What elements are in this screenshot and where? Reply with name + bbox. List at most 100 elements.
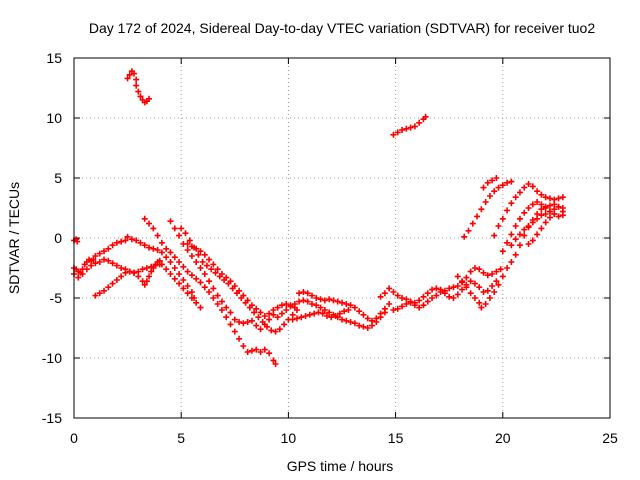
data-point bbox=[516, 189, 523, 196]
data-point bbox=[278, 310, 285, 317]
series-arc-10 bbox=[289, 307, 352, 323]
data-point bbox=[493, 278, 500, 285]
data-point bbox=[188, 253, 195, 259]
data-point bbox=[167, 218, 174, 225]
data-point bbox=[351, 320, 358, 327]
data-point bbox=[454, 291, 461, 298]
data-point bbox=[546, 208, 553, 215]
y-tick-label: 15 bbox=[46, 50, 62, 66]
data-point bbox=[394, 305, 401, 312]
data-point bbox=[465, 227, 472, 234]
data-point bbox=[158, 249, 165, 256]
data-point bbox=[559, 194, 566, 201]
data-point bbox=[345, 307, 352, 313]
data-point bbox=[199, 259, 206, 265]
data-point bbox=[150, 225, 157, 232]
data-point bbox=[206, 256, 213, 263]
data-point bbox=[499, 215, 506, 222]
data-point bbox=[255, 314, 262, 321]
data-point bbox=[555, 203, 562, 210]
data-point bbox=[339, 299, 345, 306]
data-point bbox=[96, 250, 103, 257]
data-point bbox=[150, 245, 157, 252]
data-point bbox=[212, 269, 219, 276]
data-point bbox=[336, 310, 343, 317]
data-point bbox=[188, 295, 195, 301]
data-point bbox=[223, 274, 230, 281]
data-point bbox=[542, 211, 549, 217]
data-point bbox=[139, 266, 146, 273]
data-points bbox=[71, 68, 566, 367]
data-point bbox=[122, 237, 129, 244]
data-point bbox=[463, 284, 470, 291]
data-point bbox=[113, 277, 120, 283]
data-point bbox=[311, 310, 318, 317]
data-point bbox=[270, 357, 277, 364]
series-arc-11 bbox=[124, 68, 153, 106]
data-point bbox=[429, 286, 436, 293]
series-arc-3 bbox=[92, 257, 204, 311]
x-tick-label: 5 bbox=[177, 430, 185, 446]
data-point bbox=[493, 175, 500, 181]
data-point bbox=[538, 201, 545, 208]
data-point bbox=[471, 265, 478, 271]
data-point bbox=[394, 129, 401, 136]
data-point bbox=[525, 223, 532, 229]
data-point bbox=[240, 343, 247, 349]
data-point bbox=[512, 223, 519, 229]
series-arc-9 bbox=[296, 289, 393, 324]
data-point bbox=[178, 225, 185, 232]
series-arc-16 bbox=[461, 175, 515, 240]
data-point bbox=[101, 248, 108, 255]
data-point bbox=[210, 285, 217, 292]
x-tick-labels: 0 5 10 15 20 25 bbox=[70, 430, 618, 446]
data-point bbox=[484, 272, 491, 279]
data-point bbox=[210, 261, 217, 268]
data-point bbox=[491, 232, 498, 239]
data-point bbox=[197, 265, 204, 271]
data-point bbox=[529, 219, 536, 226]
data-point bbox=[508, 200, 515, 207]
data-point bbox=[476, 299, 483, 306]
series-arc-19 bbox=[508, 203, 566, 249]
data-point bbox=[534, 188, 541, 195]
x-tick-label: 10 bbox=[281, 430, 297, 446]
data-point bbox=[534, 215, 541, 222]
data-point bbox=[315, 309, 322, 316]
data-point bbox=[529, 201, 536, 208]
data-point bbox=[446, 285, 453, 292]
data-point bbox=[141, 242, 148, 249]
x-axis-label: GPS time / hours bbox=[287, 458, 394, 474]
data-point bbox=[118, 265, 125, 271]
data-point bbox=[351, 304, 358, 311]
data-point bbox=[437, 289, 444, 295]
data-point bbox=[263, 323, 270, 330]
data-point bbox=[332, 313, 339, 319]
data-point bbox=[360, 311, 367, 318]
y-tick-label: 10 bbox=[46, 110, 62, 126]
data-point bbox=[538, 225, 545, 232]
data-point bbox=[253, 322, 260, 329]
data-point bbox=[296, 298, 303, 305]
data-point bbox=[75, 274, 82, 281]
y-tick-label: -5 bbox=[50, 290, 63, 306]
data-point bbox=[525, 181, 532, 187]
data-point bbox=[420, 302, 427, 309]
data-point bbox=[154, 247, 161, 253]
data-point bbox=[231, 328, 238, 335]
data-point bbox=[471, 295, 478, 301]
data-point bbox=[467, 268, 474, 275]
data-point bbox=[163, 245, 170, 252]
data-point bbox=[146, 95, 153, 102]
data-point bbox=[377, 310, 384, 317]
data-point bbox=[197, 279, 204, 286]
data-point bbox=[347, 319, 354, 325]
data-point bbox=[542, 194, 549, 201]
data-point bbox=[137, 93, 144, 100]
data-point bbox=[512, 251, 519, 258]
data-point bbox=[390, 289, 397, 295]
data-point bbox=[461, 233, 468, 240]
data-point bbox=[96, 290, 103, 297]
data-point bbox=[118, 238, 125, 245]
data-point bbox=[542, 205, 549, 211]
